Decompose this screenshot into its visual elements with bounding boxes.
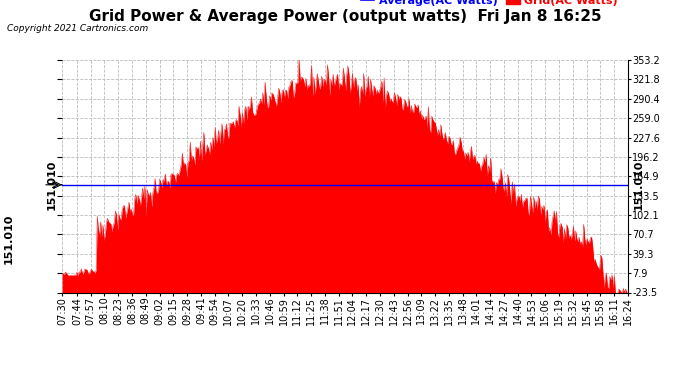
Text: Copyright 2021 Cartronics.com: Copyright 2021 Cartronics.com	[7, 24, 148, 33]
Legend: Average(AC Watts), Grid(AC Watts): Average(AC Watts), Grid(AC Watts)	[357, 0, 622, 10]
Text: Grid Power & Average Power (output watts)  Fri Jan 8 16:25: Grid Power & Average Power (output watts…	[89, 9, 601, 24]
Text: 151.010: 151.010	[3, 213, 13, 264]
Text: 151.010: 151.010	[46, 160, 57, 210]
Text: 151.010: 151.010	[633, 160, 644, 210]
